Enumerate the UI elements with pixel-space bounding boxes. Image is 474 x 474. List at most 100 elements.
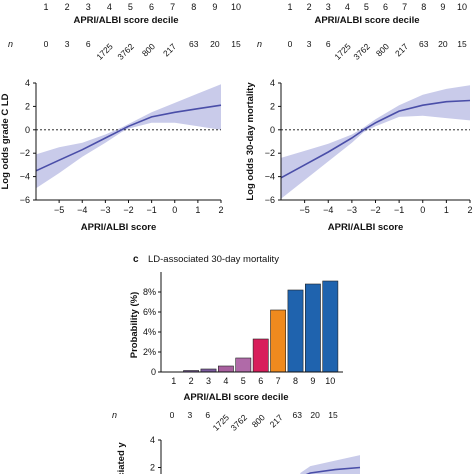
- y-tick-label: 2: [150, 463, 155, 473]
- panel-c-xlabel: APRI/ALBI score decile: [183, 392, 288, 403]
- x-tick-label: 9: [310, 376, 315, 386]
- y-tick-label: −4: [20, 172, 30, 182]
- decile-axis-label-a: APRI/ALBI score decile: [73, 15, 178, 26]
- decile-tick: 4: [107, 2, 112, 12]
- n-value: 1725: [211, 412, 232, 433]
- decile-tick: 6: [383, 2, 388, 12]
- n-value: 0: [44, 39, 49, 49]
- confidence-band: [36, 84, 221, 189]
- n-value: 1725: [332, 41, 353, 62]
- x-tick-label: 7: [276, 376, 281, 386]
- y-tick-label: 0: [25, 125, 30, 135]
- y-tick-label: 4: [150, 435, 155, 445]
- y-tick-label: −4: [265, 172, 275, 182]
- y-tick-label: −6: [20, 195, 30, 205]
- x-tick-label: −5: [299, 205, 309, 215]
- decile-tick: 9: [440, 2, 445, 12]
- bar: [252, 338, 269, 373]
- decile-tick: 1: [287, 2, 292, 12]
- estimate-line: [280, 99, 471, 179]
- panel-c-letter: c: [133, 254, 139, 265]
- x-tick-label: 0: [172, 205, 177, 215]
- x-tick-label: 5: [241, 376, 246, 386]
- x-tick-label: 10: [325, 376, 335, 386]
- n-value: 3: [307, 39, 312, 49]
- n-value: 217: [393, 41, 410, 58]
- decile-tick: 9: [212, 2, 217, 12]
- x-tick-label: 1: [444, 205, 449, 215]
- estimate-line: [305, 466, 361, 474]
- decile-row-a: 1 2 3 4 5 6 7 8 9 10: [43, 2, 241, 12]
- n-value: 3762: [229, 412, 250, 433]
- n-value: 800: [250, 412, 267, 429]
- n-value: 6: [326, 39, 331, 49]
- bar: [270, 309, 286, 373]
- y-tick-label: 2: [270, 101, 275, 111]
- x-axis-title: APRI/ALBI score: [328, 222, 404, 233]
- y-tick-label: 4: [25, 78, 30, 88]
- n-label: n: [8, 39, 13, 49]
- x-tick-label: −5: [54, 205, 64, 215]
- n-value: 217: [268, 412, 285, 429]
- n-value: 63: [189, 39, 199, 49]
- n-value: 3762: [115, 41, 136, 62]
- decile-row-b: 1 2 3 4 5 6 7 8 9 10: [287, 2, 467, 12]
- bar: [322, 280, 339, 373]
- y-tick-label: 2: [25, 101, 30, 111]
- decile-tick: 6: [149, 2, 154, 12]
- x-tick-label: −3: [347, 205, 357, 215]
- decile-tick: 4: [345, 2, 350, 12]
- decile-tick: 8: [421, 2, 426, 12]
- x-tick-label: −4: [323, 205, 333, 215]
- n-value: 800: [140, 41, 157, 58]
- x-tick-label: 8: [293, 376, 298, 386]
- y-tick-label: 6%: [143, 307, 156, 317]
- decile-axis-label-b: APRI/ALBI score decile: [314, 15, 419, 26]
- y-tick-label: −2: [20, 148, 30, 158]
- n-value: 800: [374, 41, 391, 58]
- n-value: 1725: [94, 41, 115, 62]
- confidence-band: [281, 85, 470, 199]
- n-value: 0: [170, 410, 175, 420]
- bar: [218, 365, 234, 373]
- n-value: 3762: [351, 41, 372, 62]
- y-axis-title: Probability (%): [129, 292, 140, 359]
- x-tick-label: −2: [370, 205, 380, 215]
- x-tick-label: 4: [223, 376, 228, 386]
- n-value: 6: [86, 39, 91, 49]
- y-tick-label: 2%: [143, 347, 156, 357]
- decile-tick: 8: [191, 2, 196, 12]
- n-value: 63: [419, 39, 429, 49]
- decile-tick: 3: [86, 2, 91, 12]
- decile-tick: 2: [65, 2, 70, 12]
- x-tick-label: 2: [218, 205, 223, 215]
- n-value: 15: [457, 39, 467, 49]
- x-tick-label: 2: [467, 205, 472, 215]
- x-tick-label: 0: [420, 205, 425, 215]
- panel-c-plot: 1 2 3 4 5 6 7 8 9 10 0 2% 4% 6% 8%Probability (%): [129, 272, 343, 386]
- bar: [287, 289, 304, 373]
- n-value: 20: [310, 410, 320, 420]
- x-axis-title: APRI/ALBI score: [81, 222, 157, 233]
- x-tick-label: −1: [146, 205, 156, 215]
- decile-tick: 10: [231, 2, 241, 12]
- n-value: 20: [438, 39, 448, 49]
- n-value: 217: [161, 41, 178, 58]
- x-tick-label: −4: [77, 205, 87, 215]
- decile-tick: 7: [170, 2, 175, 12]
- y-tick-label: −6: [265, 195, 275, 205]
- decile-tick: 2: [307, 2, 312, 12]
- n-value: 3: [65, 39, 70, 49]
- y-tick-label: 8%: [143, 287, 156, 297]
- y-axis-title: ciated y: [116, 442, 127, 474]
- y-tick-label: 4: [270, 78, 275, 88]
- x-tick-label: 3: [206, 376, 211, 386]
- decile-tick: 5: [128, 2, 133, 12]
- estimate-line: [35, 104, 222, 172]
- confidence-band: [300, 455, 360, 474]
- y-axis-title: Log odds 30-day mortality: [245, 82, 256, 201]
- panel-d-plot: 2 4 ciated y: [116, 435, 361, 474]
